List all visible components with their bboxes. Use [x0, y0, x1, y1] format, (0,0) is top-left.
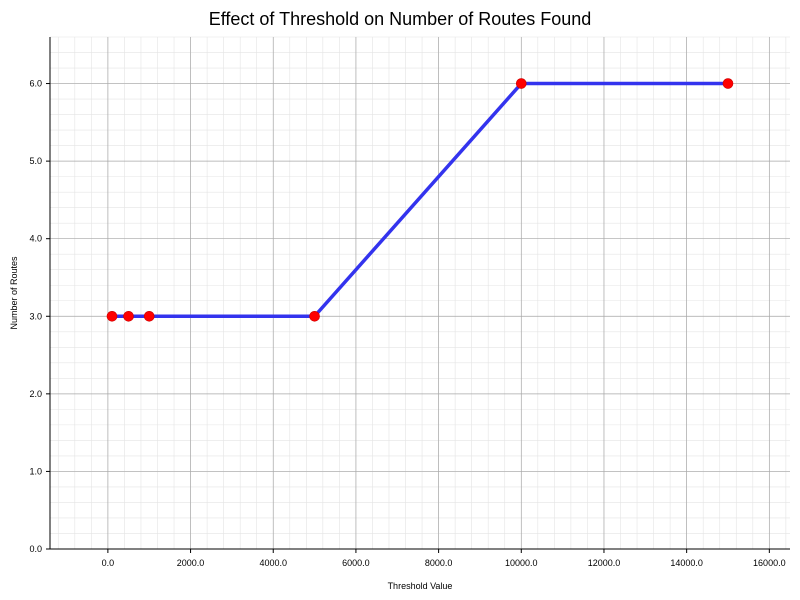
data-point [515, 78, 527, 89]
y-axis-label: Number of Routes [9, 256, 19, 330]
data-point [143, 310, 155, 322]
x-axis-ticks: 0.0 2000.0 4000.0 6000.0 8000.0 10000.0 12000.… [102, 549, 786, 568]
chart-title: Effect of Threshold on Number of Routes … [208, 9, 592, 29]
x-tick-label: 16000.0 [753, 558, 786, 568]
y-axis-ticks: 0.0 1.0 2.0 3.0 4.0 5.0 6.0 [29, 79, 50, 554]
y-tick-label: 4.0 [29, 234, 42, 244]
data-point [722, 78, 734, 89]
y-tick-label: 2.0 [29, 389, 42, 399]
major-grid [50, 37, 790, 550]
x-tick-label: 14000.0 [670, 558, 703, 568]
y-tick-label: 3.0 [29, 311, 42, 321]
y-tick-label: 1.0 [29, 466, 42, 476]
data-point [309, 310, 320, 322]
x-axis-label: Threshold Value [388, 581, 453, 591]
x-tick-label: 4000.0 [259, 558, 287, 568]
y-tick-label: 6.0 [29, 79, 42, 89]
series-line [110, 81, 730, 319]
x-tick-label: 0.0 [102, 558, 115, 568]
data-point [106, 310, 118, 322]
axes [49, 37, 790, 550]
series-layer [106, 78, 734, 322]
minor-grid [50, 36, 790, 550]
x-tick-label: 10000.0 [505, 558, 538, 568]
y-tick-label: 0.0 [29, 544, 42, 554]
y-tick-label: 5.0 [29, 156, 42, 166]
x-tick-label: 8000.0 [425, 558, 453, 568]
x-tick-label: 6000.0 [342, 558, 370, 568]
x-tick-label: 12000.0 [588, 558, 621, 568]
x-tick-label: 2000.0 [177, 558, 205, 568]
data-point [123, 310, 134, 322]
